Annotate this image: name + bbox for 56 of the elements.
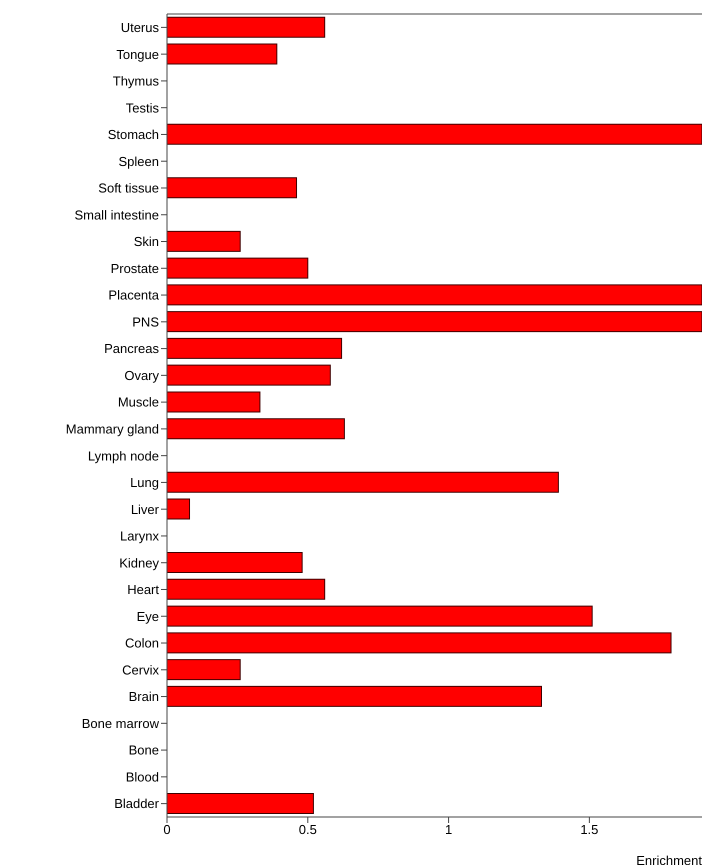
y-tick-label: Pancreas (104, 341, 160, 356)
y-tick-label: Brain (128, 689, 159, 704)
y-tick-label: Prostate (110, 260, 159, 276)
y-tick-label: Placenta (108, 288, 160, 303)
y-tick-label: Muscle (118, 394, 159, 410)
y-tick-label: Larynx (120, 528, 160, 544)
bar (167, 230, 241, 252)
bar (167, 472, 559, 493)
y-tick-label: Cervix (122, 662, 160, 678)
bar (167, 177, 298, 198)
bar (167, 606, 593, 627)
x-tick-label: 1 (444, 822, 452, 838)
bar (167, 258, 308, 279)
y-tick-label: PNS (132, 314, 160, 330)
bar (167, 338, 342, 359)
y-tick-label: Skin (134, 234, 159, 250)
x-tick-label: 0 (163, 822, 171, 838)
y-tick-label: Tongue (116, 46, 159, 62)
y-tick-label: Stomach (108, 127, 159, 142)
bar (167, 578, 326, 600)
y-tick-label: Eye (136, 608, 159, 624)
y-tick-label: Bone marrow (82, 716, 160, 731)
y-tick-label: Spleen (118, 154, 159, 169)
y-tick-label: Ovary (124, 368, 160, 383)
y-tick-label: Soft tissue (98, 180, 159, 196)
bar (167, 498, 190, 520)
y-tick-label: Blood (126, 769, 159, 784)
y-tick-label: Bladder (114, 796, 160, 812)
bar (167, 284, 702, 306)
y-tick-label: Thymus (112, 74, 160, 89)
bar (167, 391, 260, 412)
y-tick-label: Liver (130, 502, 160, 517)
bar (167, 418, 345, 440)
bar (167, 792, 314, 814)
y-tick-label: Lymph node (88, 448, 159, 464)
bar (167, 43, 278, 64)
y-tick-label: Colon (125, 636, 159, 651)
y-tick-label: Small intestine (74, 207, 159, 222)
bar (167, 16, 326, 38)
y-tick-label: Mammary gland (66, 422, 159, 436)
bar (167, 686, 542, 707)
y-tick-label: Lung (130, 475, 159, 490)
bar (167, 632, 672, 654)
bar (167, 311, 702, 332)
x-axis-title: Enrichment (636, 853, 702, 865)
bar (167, 552, 303, 574)
bar (167, 124, 702, 145)
y-tick-label: Uterus (120, 20, 160, 35)
y-tick-label: Kidney (119, 555, 160, 570)
bar (167, 364, 331, 386)
x-tick-label: 0.5 (298, 822, 317, 838)
y-tick-label: Testis (126, 100, 160, 116)
y-tick-label: Bone (128, 742, 159, 758)
y-tick-label: Heart (127, 582, 160, 598)
x-tick-label: 1.5 (580, 822, 598, 838)
bar (167, 659, 241, 680)
